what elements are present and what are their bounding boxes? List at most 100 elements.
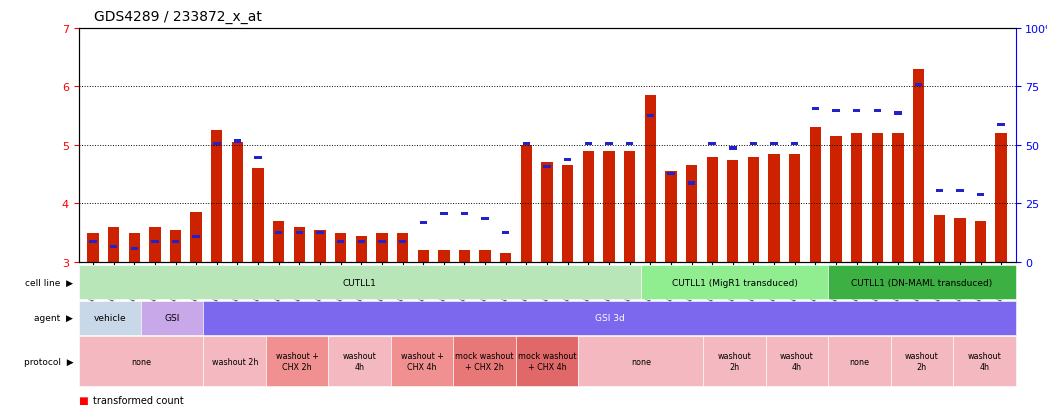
Text: washout
2h: washout 2h	[717, 351, 752, 370]
Bar	[626, 142, 633, 146]
Bar	[231, 142, 243, 262]
Text: mock washout
+ CHX 4h: mock washout + CHX 4h	[518, 351, 576, 370]
Bar	[954, 218, 965, 262]
Bar	[191, 213, 202, 262]
Bar	[750, 142, 757, 146]
Bar	[583, 152, 594, 262]
Text: none: none	[849, 357, 869, 366]
Bar	[543, 166, 551, 169]
Text: transformed count: transformed count	[93, 395, 184, 405]
Bar	[975, 221, 986, 262]
Bar	[789, 154, 800, 262]
Bar	[335, 233, 347, 262]
Text: GSI: GSI	[164, 313, 180, 323]
Bar	[665, 172, 676, 262]
Bar	[647, 114, 654, 118]
Bar	[688, 182, 695, 185]
Bar	[667, 173, 674, 176]
Bar	[873, 110, 881, 113]
Bar	[316, 231, 324, 234]
Bar	[376, 233, 387, 262]
Bar	[214, 142, 221, 146]
Text: washout
2h: washout 2h	[905, 351, 939, 370]
Bar	[729, 147, 736, 150]
Text: none: none	[131, 357, 151, 366]
Bar	[934, 216, 944, 262]
Bar	[420, 222, 427, 225]
Text: CUTLL1: CUTLL1	[342, 278, 377, 287]
Bar	[294, 227, 305, 262]
Bar	[562, 166, 574, 262]
Bar	[892, 134, 904, 262]
Bar	[709, 142, 716, 146]
Bar	[936, 189, 943, 192]
Bar	[170, 230, 181, 262]
Bar	[461, 212, 468, 216]
Text: washout +
CHX 2h: washout + CHX 2h	[275, 351, 318, 370]
Bar	[853, 110, 861, 113]
Bar	[314, 230, 326, 262]
Bar	[399, 240, 406, 244]
Bar	[378, 240, 385, 244]
Text: GSI 3d: GSI 3d	[595, 313, 624, 323]
Bar	[356, 236, 366, 262]
Bar	[233, 140, 241, 143]
Bar	[254, 157, 262, 159]
Text: ■: ■	[79, 395, 88, 405]
Bar	[522, 142, 530, 146]
Bar	[211, 131, 223, 262]
Text: vehicle: vehicle	[93, 313, 126, 323]
Bar	[89, 240, 96, 244]
Text: GDS4289 / 233872_x_at: GDS4289 / 233872_x_at	[94, 10, 262, 24]
Bar	[273, 221, 285, 262]
Bar	[193, 236, 200, 239]
Bar	[913, 70, 925, 262]
Bar	[172, 240, 179, 244]
Text: washout +
CHX 4h: washout + CHX 4h	[401, 351, 444, 370]
Text: none: none	[630, 357, 651, 366]
Bar	[150, 227, 160, 262]
Bar	[768, 154, 780, 262]
Bar	[252, 169, 264, 262]
Bar	[439, 251, 449, 262]
Bar	[295, 231, 303, 234]
Text: washout
4h: washout 4h	[967, 351, 1001, 370]
Bar	[541, 163, 553, 262]
Bar	[603, 152, 615, 262]
Text: agent  ▶: agent ▶	[35, 313, 73, 323]
Bar	[748, 157, 759, 262]
Bar	[792, 142, 799, 146]
Bar	[998, 124, 1005, 127]
Bar	[977, 194, 984, 197]
Bar	[358, 240, 365, 244]
Bar	[337, 240, 344, 244]
Bar	[520, 146, 532, 262]
Bar	[832, 110, 840, 113]
Bar	[500, 254, 511, 262]
Bar	[707, 157, 718, 262]
Bar	[645, 96, 655, 262]
Bar	[440, 212, 447, 216]
Bar	[851, 134, 863, 262]
Text: mock washout
+ CHX 2h: mock washout + CHX 2h	[455, 351, 514, 370]
Text: cell line  ▶: cell line ▶	[25, 278, 73, 287]
Bar	[915, 84, 922, 87]
Bar	[894, 112, 901, 115]
Bar	[87, 233, 98, 262]
Bar	[131, 247, 138, 251]
Bar	[275, 231, 283, 234]
Text: washout 2h: washout 2h	[211, 357, 258, 366]
Bar	[956, 189, 963, 192]
Bar	[503, 231, 510, 234]
Bar	[811, 107, 819, 111]
Bar	[459, 251, 470, 262]
Bar	[418, 251, 429, 262]
Bar	[564, 159, 572, 162]
Bar	[584, 142, 592, 146]
Bar	[771, 142, 778, 146]
Bar	[809, 128, 821, 262]
Bar	[397, 233, 408, 262]
Bar	[129, 233, 140, 262]
Text: washout
4h: washout 4h	[342, 351, 377, 370]
Bar	[728, 160, 738, 262]
